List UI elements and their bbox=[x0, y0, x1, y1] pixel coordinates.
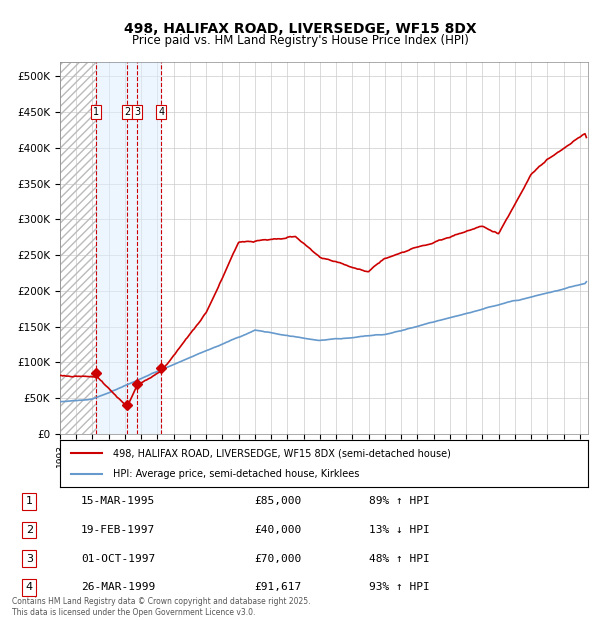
Text: 19-FEB-1997: 19-FEB-1997 bbox=[81, 525, 155, 535]
Text: £40,000: £40,000 bbox=[254, 525, 301, 535]
Text: £70,000: £70,000 bbox=[254, 554, 301, 564]
Bar bbox=[96, 62, 161, 434]
Text: 2: 2 bbox=[124, 107, 130, 117]
Bar bbox=[60, 62, 96, 434]
Text: 498, HALIFAX ROAD, LIVERSEDGE, WF15 8DX (semi-detached house): 498, HALIFAX ROAD, LIVERSEDGE, WF15 8DX … bbox=[113, 448, 451, 458]
Text: 1: 1 bbox=[93, 107, 99, 117]
Text: Contains HM Land Registry data © Crown copyright and database right 2025.
This d: Contains HM Land Registry data © Crown c… bbox=[12, 598, 311, 617]
Text: 4: 4 bbox=[26, 582, 33, 592]
Bar bbox=[60, 62, 96, 434]
Text: 4: 4 bbox=[158, 107, 164, 117]
Text: 01-OCT-1997: 01-OCT-1997 bbox=[81, 554, 155, 564]
Text: 15-MAR-1995: 15-MAR-1995 bbox=[81, 496, 155, 507]
Text: 48% ↑ HPI: 48% ↑ HPI bbox=[369, 554, 430, 564]
Text: Price paid vs. HM Land Registry's House Price Index (HPI): Price paid vs. HM Land Registry's House … bbox=[131, 34, 469, 47]
Text: 498, HALIFAX ROAD, LIVERSEDGE, WF15 8DX: 498, HALIFAX ROAD, LIVERSEDGE, WF15 8DX bbox=[124, 22, 476, 36]
Text: 3: 3 bbox=[26, 554, 33, 564]
Text: HPI: Average price, semi-detached house, Kirklees: HPI: Average price, semi-detached house,… bbox=[113, 469, 359, 479]
Text: 3: 3 bbox=[134, 107, 140, 117]
Text: 89% ↑ HPI: 89% ↑ HPI bbox=[369, 496, 430, 507]
Text: 26-MAR-1999: 26-MAR-1999 bbox=[81, 582, 155, 592]
Text: £91,617: £91,617 bbox=[254, 582, 301, 592]
Text: £85,000: £85,000 bbox=[254, 496, 301, 507]
Text: 93% ↑ HPI: 93% ↑ HPI bbox=[369, 582, 430, 592]
Text: 13% ↓ HPI: 13% ↓ HPI bbox=[369, 525, 430, 535]
Text: 1: 1 bbox=[26, 496, 33, 507]
Text: 2: 2 bbox=[26, 525, 33, 535]
